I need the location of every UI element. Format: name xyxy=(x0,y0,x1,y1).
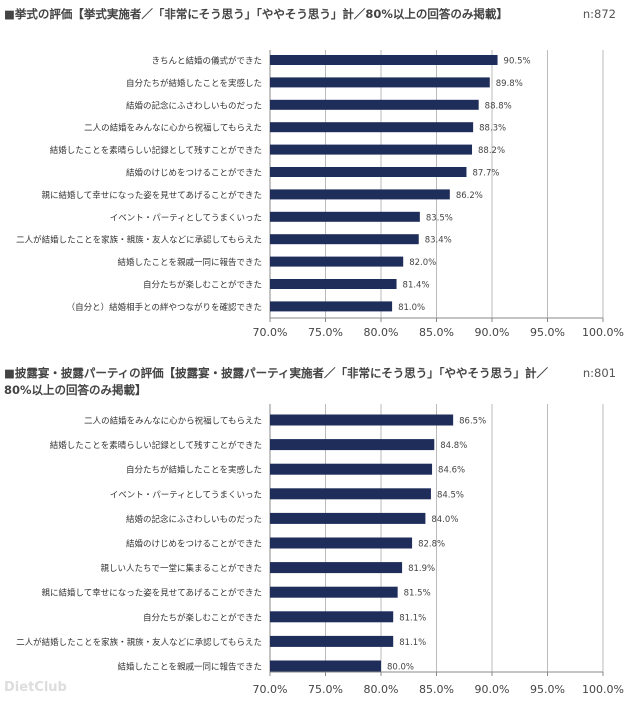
category-label: 自分たちが結婚したことを実感した xyxy=(126,465,262,476)
x-tick-label: 95.0% xyxy=(530,326,565,339)
value-label: 83.5% xyxy=(426,213,453,223)
category-label: 結婚のけじめをつけることができた xyxy=(126,168,262,179)
x-tick-label: 70.0% xyxy=(253,326,288,339)
watermark-logo: DietClub xyxy=(4,680,67,695)
category-label: 結婚したことを素晴らしい記録として残すことができた xyxy=(50,440,262,451)
value-label: 86.2% xyxy=(456,191,483,201)
category-label: 親に結婚して幸せになった姿を見せてあげることができた xyxy=(42,588,263,599)
category-label: 結婚したことを親戚一同に報告できた xyxy=(117,257,262,268)
value-label: 84.0% xyxy=(431,515,458,525)
category-label: きちんと結婚の儀式ができた xyxy=(151,56,262,67)
bar xyxy=(270,562,403,574)
category-label: 親しい人たちで一堂に集まることができた xyxy=(100,563,262,574)
bar xyxy=(270,167,467,177)
x-tick-label: 70.0% xyxy=(253,683,288,696)
bar xyxy=(270,55,498,65)
category-label: （自分と）結婚相手との絆やつながりを確認できた xyxy=(67,302,262,313)
category-label: 自分たちが結婚したことを実感した xyxy=(126,78,262,89)
chart1-n: n:872 xyxy=(582,7,616,21)
x-tick-label: 90.0% xyxy=(475,326,510,339)
bar xyxy=(270,189,450,200)
category-label: 二人の結婚をみんなに心から祝福してもらえた xyxy=(84,416,262,427)
bar xyxy=(270,611,394,623)
x-tick-label: 80.0% xyxy=(364,683,399,696)
category-label: 自分たちが楽しむことができた xyxy=(143,280,262,291)
category-label: 親に結婚して幸せになった姿を見せてあげることができた xyxy=(42,190,263,201)
bar xyxy=(270,99,479,110)
bar xyxy=(270,256,404,267)
x-tick-label: 100.0% xyxy=(582,683,624,696)
bar xyxy=(270,586,398,598)
x-tick-label: 85.0% xyxy=(419,683,454,696)
value-label: 81.9% xyxy=(408,564,435,574)
value-label: 84.5% xyxy=(437,490,464,500)
x-tick-label: 85.0% xyxy=(419,326,454,339)
category-label: 結婚したことを親戚一同に報告できた xyxy=(117,662,262,673)
x-tick-label: 100.0% xyxy=(582,326,624,339)
bar xyxy=(270,660,381,672)
chart1-title: ■挙式の評価【挙式実施者／「非常にそう思う」「ややそう思う」計／80%以上の回答… xyxy=(4,7,508,21)
bar xyxy=(270,512,426,524)
bar xyxy=(270,77,490,88)
x-tick-label: 90.0% xyxy=(475,683,510,696)
value-label: 89.8% xyxy=(496,79,523,89)
value-label: 84.8% xyxy=(440,441,467,451)
bar xyxy=(270,635,394,647)
x-tick-label: 80.0% xyxy=(364,326,399,339)
value-label: 81.1% xyxy=(399,638,426,648)
value-label: 81.5% xyxy=(404,589,431,599)
chart2-title-line2: 80%以上の回答のみ掲載】 xyxy=(4,383,147,397)
value-label: 82.0% xyxy=(409,258,436,268)
value-label: 88.8% xyxy=(485,101,512,111)
x-tick-label: 75.0% xyxy=(308,683,343,696)
bar xyxy=(270,439,435,451)
category-label: 二人が結婚したことを家族・親族・友人などに承認してもらえた xyxy=(16,637,262,648)
bar xyxy=(270,537,413,549)
x-tick-label: 95.0% xyxy=(530,683,565,696)
value-label: 81.4% xyxy=(403,281,430,291)
bar xyxy=(270,414,454,426)
bar xyxy=(270,122,474,133)
bar xyxy=(270,144,473,155)
chart2-n: n:801 xyxy=(582,366,616,380)
bar xyxy=(270,234,419,245)
category-label: イベント・パーティとしてうまくいった xyxy=(110,213,262,223)
bar xyxy=(270,211,420,222)
value-label: 84.6% xyxy=(438,466,465,476)
category-label: 自分たちが楽しむことができた xyxy=(143,612,262,623)
bar xyxy=(270,301,393,312)
bar xyxy=(270,488,431,500)
category-label: 二人の結婚をみんなに心から祝福してもらえた xyxy=(84,123,262,134)
category-label: 結婚の記念にふさわしいものだった xyxy=(126,514,262,525)
bar xyxy=(270,279,397,289)
value-label: 87.7% xyxy=(472,169,499,179)
value-label: 90.5% xyxy=(504,57,531,67)
bar xyxy=(270,463,433,475)
value-label: 81.0% xyxy=(398,303,425,313)
value-label: 83.4% xyxy=(425,236,452,246)
category-label: 二人が結婚したことを家族・親族・友人などに承認してもらえた xyxy=(16,235,262,246)
value-label: 82.8% xyxy=(418,540,445,550)
chart2-title-line1: ■披露宴・披露パーティの評価【披露宴・披露パーティ実施者／「非常にそう思う」「や… xyxy=(4,366,548,380)
category-label: 結婚したことを素晴らしい記録として残すことができた xyxy=(50,145,262,156)
value-label: 80.0% xyxy=(387,663,414,673)
x-tick-label: 75.0% xyxy=(308,326,343,339)
category-label: イベント・パーティとしてうまくいった xyxy=(110,490,262,500)
value-label: 88.2% xyxy=(478,146,505,156)
value-label: 81.1% xyxy=(399,613,426,623)
category-label: 結婚の記念にふさわしいものだった xyxy=(126,100,262,111)
value-label: 88.3% xyxy=(479,124,506,134)
chart2-title: ■披露宴・披露パーティの評価【披露宴・披露パーティ実施者／「非常にそう思う」「や… xyxy=(4,365,548,399)
category-label: 結婚のけじめをつけることができた xyxy=(126,539,262,550)
value-label: 86.5% xyxy=(459,417,486,427)
